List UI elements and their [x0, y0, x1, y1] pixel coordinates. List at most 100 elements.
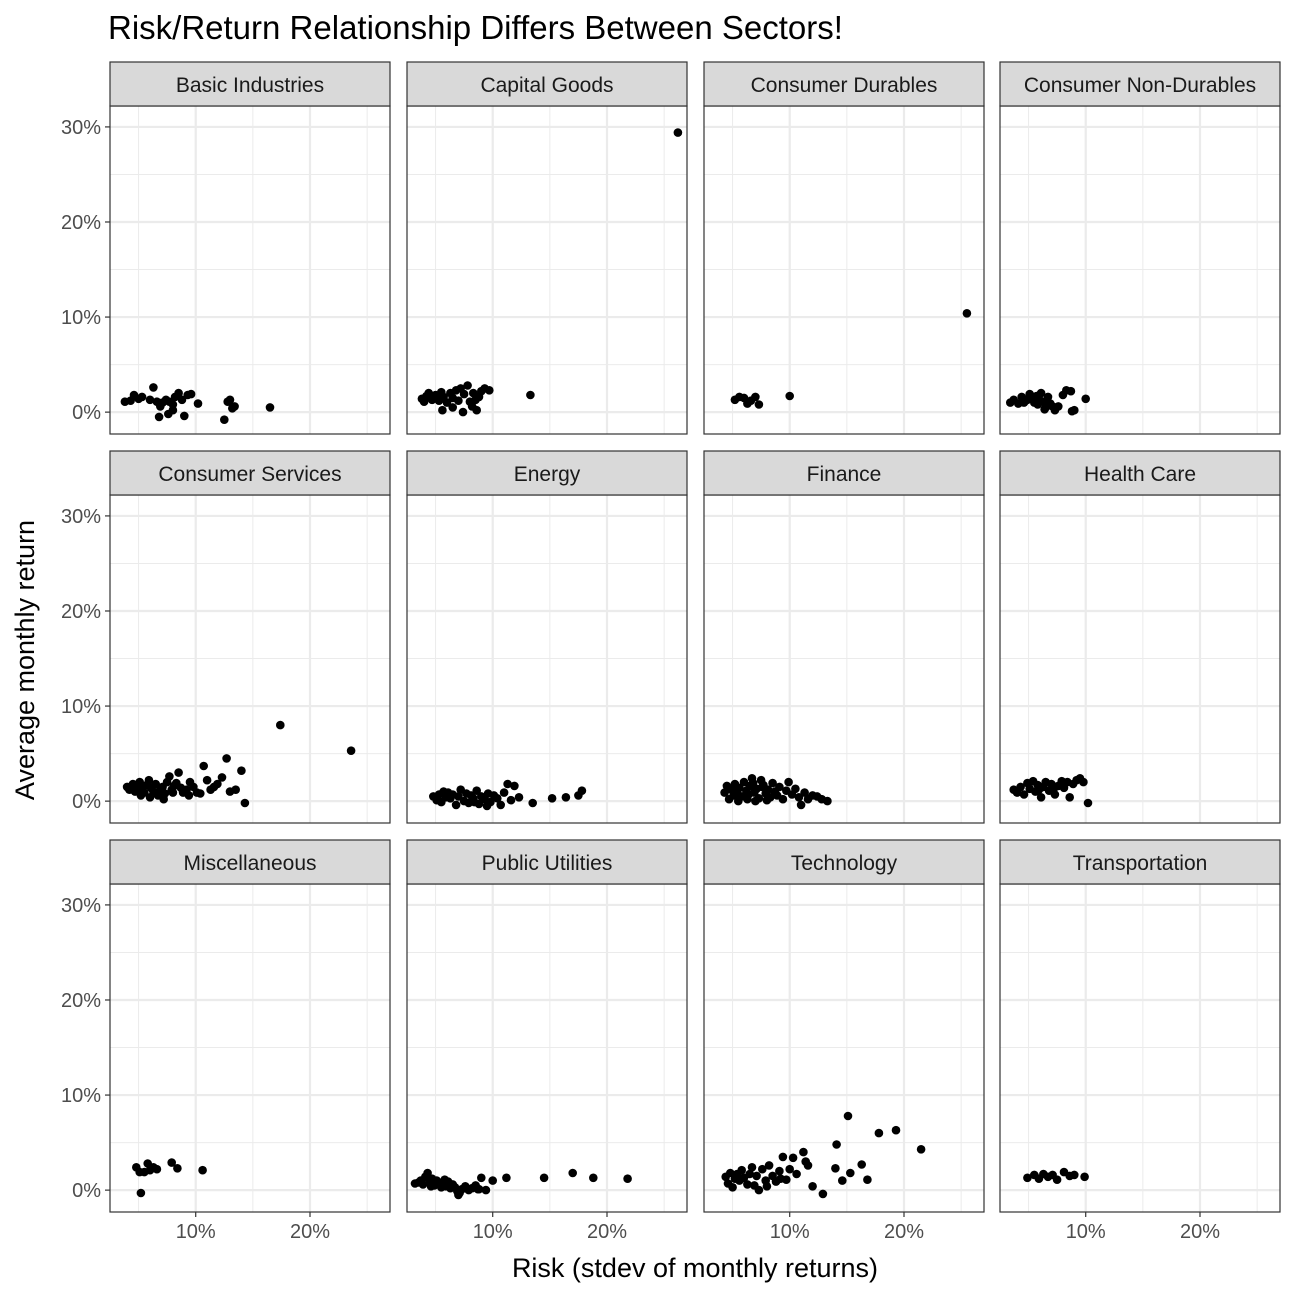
- facet-strip-label: Consumer Durables: [751, 74, 938, 97]
- data-point: [831, 1164, 840, 1173]
- facet-strip-label: Consumer Services: [158, 463, 341, 486]
- data-point: [448, 403, 458, 412]
- data-point: [1036, 793, 1046, 802]
- facet-panel-consumer-services: Consumer Services 0% 10% 20% 30%: [61, 450, 391, 824]
- data-point: [202, 775, 212, 785]
- y-tick-label: 30%: [61, 895, 101, 917]
- facet-strip-label: Technology: [791, 852, 898, 875]
- data-point: [1049, 784, 1058, 794]
- data-point: [496, 800, 506, 810]
- data-point: [673, 128, 683, 137]
- y-tick-label: 20%: [61, 601, 101, 623]
- data-point: [762, 795, 772, 805]
- facet-panel-consumer-durables: Consumer Durables: [703, 61, 985, 435]
- data-point: [891, 1125, 901, 1135]
- data-point: [823, 796, 832, 806]
- data-point: [506, 795, 516, 805]
- data-point: [482, 801, 492, 811]
- data-point: [843, 1111, 853, 1121]
- data-point: [874, 1128, 884, 1138]
- data-point: [145, 793, 155, 802]
- data-point: [426, 1182, 436, 1191]
- data-point: [916, 1145, 926, 1154]
- data-point: [470, 797, 479, 807]
- facet-panel-miscellaneous: Miscellaneous 0% 10% 20% 30% 10% 20%: [61, 839, 391, 1243]
- facet-panel-technology: Technology 10% 20%: [703, 839, 985, 1243]
- data-point: [1040, 405, 1049, 414]
- data-point: [747, 1163, 757, 1172]
- data-point: [791, 784, 800, 794]
- data-point: [1052, 1175, 1062, 1184]
- data-point: [801, 1157, 810, 1166]
- data-point: [623, 1174, 632, 1183]
- data-point: [838, 1176, 847, 1185]
- data-point: [454, 396, 463, 406]
- data-point: [438, 405, 447, 415]
- data-point: [167, 1158, 176, 1167]
- data-point: [472, 786, 482, 795]
- data-point: [440, 1175, 450, 1184]
- x-tick-label: 20%: [587, 1221, 627, 1243]
- data-point: [184, 791, 194, 800]
- data-point: [794, 793, 804, 802]
- data-point: [459, 389, 469, 399]
- data-point: [481, 1185, 491, 1195]
- data-point: [776, 1174, 785, 1183]
- data-point: [743, 794, 752, 804]
- data-point: [265, 403, 275, 412]
- x-tick-label: 20%: [884, 1221, 924, 1243]
- data-point: [199, 761, 208, 771]
- data-point: [768, 778, 777, 788]
- data-point: [196, 789, 205, 798]
- data-point: [1065, 793, 1074, 802]
- data-point: [154, 412, 164, 422]
- data-point: [857, 1160, 866, 1169]
- facet-strip: [109, 450, 391, 496]
- x-tick-label: 20%: [1180, 1221, 1220, 1243]
- y-tick-label: 20%: [61, 212, 101, 234]
- data-point: [1043, 392, 1053, 402]
- data-point: [1081, 394, 1090, 404]
- data-point: [168, 405, 178, 415]
- facet-panels: Basic Industries 0% 10% 20% 30% Capital Goods…: [61, 61, 1281, 1243]
- data-point: [152, 1164, 162, 1174]
- data-point: [230, 402, 239, 411]
- data-point: [159, 794, 168, 804]
- data-point: [168, 788, 178, 797]
- facet-strip: [406, 61, 688, 107]
- data-point: [1019, 790, 1029, 799]
- data-point: [454, 792, 463, 801]
- x-axis-title: Risk (stdev of monthly returns): [512, 1253, 878, 1283]
- data-point: [477, 1173, 486, 1183]
- data-point: [442, 398, 452, 407]
- x-tick-label: 10%: [770, 1221, 810, 1243]
- data-point: [418, 1180, 428, 1189]
- data-point: [726, 1168, 735, 1178]
- facet-panel-energy: Energy: [406, 450, 688, 824]
- data-point: [276, 720, 285, 730]
- facet-strip: [406, 839, 688, 885]
- data-point: [1054, 402, 1063, 411]
- data-point: [135, 777, 144, 787]
- data-point: [745, 1169, 754, 1179]
- data-point: [499, 788, 509, 797]
- data-point: [454, 1190, 463, 1200]
- facet-panel-basic-industries: Basic Industries 0% 10% 20% 30%: [61, 61, 391, 435]
- y-tick-label: 20%: [61, 990, 101, 1012]
- data-point: [846, 1168, 855, 1178]
- x-tick-label: 10%: [176, 1221, 216, 1243]
- data-point: [144, 775, 154, 785]
- data-point: [186, 389, 196, 399]
- data-point: [800, 788, 809, 797]
- data-point: [174, 768, 183, 777]
- data-point: [758, 1164, 767, 1174]
- data-point: [424, 388, 434, 398]
- data-point: [222, 754, 231, 763]
- y-tick-label: 30%: [61, 506, 101, 528]
- y-tick-label: 10%: [61, 307, 101, 329]
- data-point: [539, 1173, 549, 1183]
- facet-strip: [999, 450, 1281, 496]
- data-point: [528, 798, 537, 808]
- data-point: [137, 392, 147, 402]
- data-point: [743, 1180, 752, 1189]
